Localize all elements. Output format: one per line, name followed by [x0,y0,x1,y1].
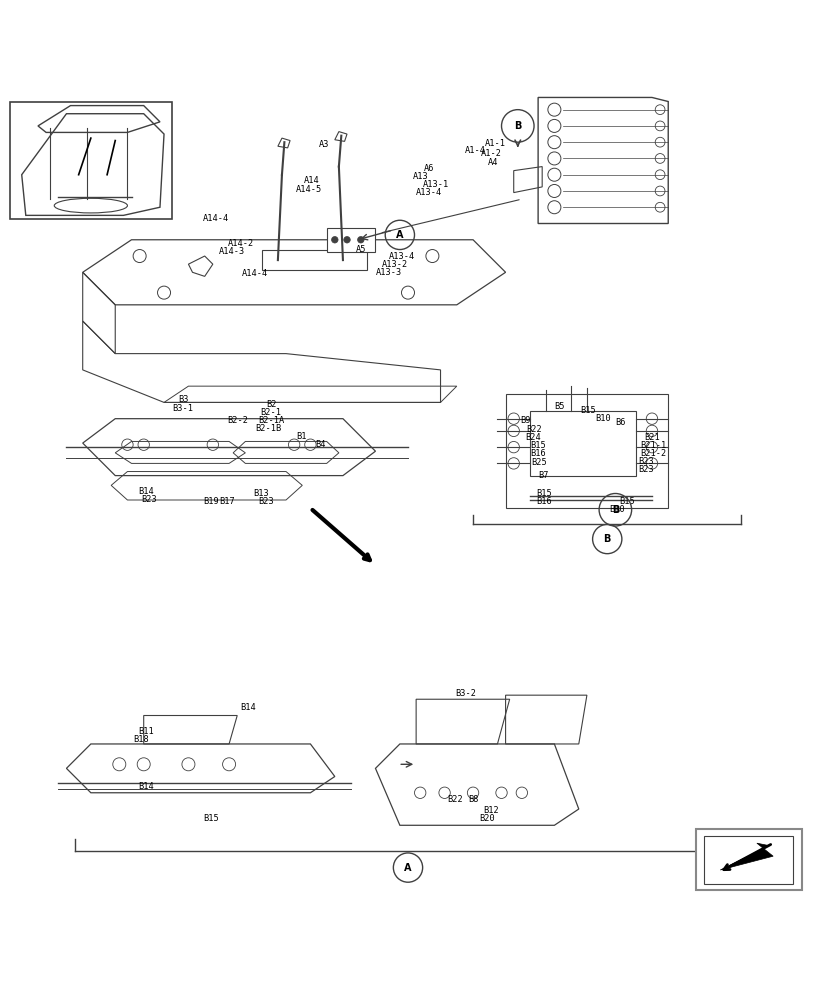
Text: B5: B5 [554,402,565,411]
Text: B10: B10 [595,414,611,423]
Text: B13: B13 [254,489,269,498]
Text: B17: B17 [220,497,235,506]
Text: B25: B25 [531,458,548,467]
Text: B14: B14 [241,703,256,712]
Text: B3: B3 [179,395,189,404]
Text: B15: B15 [536,489,552,498]
Text: A13-1: A13-1 [423,180,449,189]
Text: A14-3: A14-3 [220,247,246,256]
Text: B14: B14 [138,782,153,791]
Text: B23: B23 [638,457,654,466]
Text: B23: B23 [259,497,274,506]
FancyBboxPatch shape [10,102,172,219]
Text: B10: B10 [610,505,625,514]
Circle shape [357,237,364,243]
Text: B18: B18 [133,735,149,744]
Text: B21-1: B21-1 [640,441,666,450]
Text: B15: B15 [619,497,635,506]
Text: B14: B14 [138,487,153,496]
Text: A: A [404,863,412,873]
Text: B20: B20 [480,814,495,823]
Text: A6: A6 [424,164,435,173]
Text: B2: B2 [267,400,277,409]
Text: B19: B19 [203,497,219,506]
Text: B16: B16 [530,449,546,458]
Text: B: B [612,505,619,515]
Text: A14: A14 [304,176,320,185]
Text: B11: B11 [138,727,153,736]
Text: A1-4: A1-4 [465,146,486,155]
Text: A14-4: A14-4 [203,214,229,223]
Text: B1: B1 [295,432,306,441]
Text: B9: B9 [521,416,530,425]
Text: A4: A4 [488,158,499,167]
FancyBboxPatch shape [326,228,375,252]
Text: B12: B12 [483,806,499,815]
Text: A13-4: A13-4 [388,252,415,261]
Text: B15: B15 [203,814,219,823]
Text: A1-1: A1-1 [486,139,506,148]
Text: B22: B22 [447,795,463,804]
Text: B: B [514,121,521,131]
Text: B22: B22 [527,425,543,434]
Text: B3-2: B3-2 [455,689,477,698]
Text: B: B [604,534,611,544]
Text: B21-2: B21-2 [640,449,666,458]
FancyBboxPatch shape [696,829,801,890]
Circle shape [344,237,350,243]
Text: A3: A3 [318,140,329,149]
Text: A13: A13 [413,172,428,181]
Text: B8: B8 [468,795,479,804]
Text: A13-4: A13-4 [416,188,442,197]
Text: B23: B23 [638,465,654,474]
Text: A: A [396,230,404,240]
Text: A13-2: A13-2 [382,260,408,269]
Text: B15: B15 [530,441,546,450]
Text: B2-1: B2-1 [260,408,281,417]
FancyBboxPatch shape [262,250,367,270]
Text: B24: B24 [526,433,541,442]
Text: A1-2: A1-2 [481,149,502,158]
Polygon shape [721,843,773,870]
Text: B7: B7 [538,471,548,480]
FancyBboxPatch shape [704,836,793,884]
Circle shape [331,237,338,243]
Text: A14-2: A14-2 [228,239,254,248]
Text: B16: B16 [536,497,552,506]
Text: B2-2: B2-2 [228,416,248,425]
Text: B6: B6 [615,418,626,427]
Text: A14-5: A14-5 [295,185,322,194]
Text: B2-1A: B2-1A [259,416,285,425]
Text: B4: B4 [315,440,326,449]
Text: A5: A5 [356,245,366,254]
Text: B23: B23 [141,495,157,504]
Text: B2-1B: B2-1B [255,424,282,433]
Text: A14-4: A14-4 [242,269,268,278]
Text: B21: B21 [644,433,659,442]
Text: A13-3: A13-3 [375,268,401,277]
Text: B15: B15 [580,406,596,415]
Text: B3-1: B3-1 [172,404,193,413]
